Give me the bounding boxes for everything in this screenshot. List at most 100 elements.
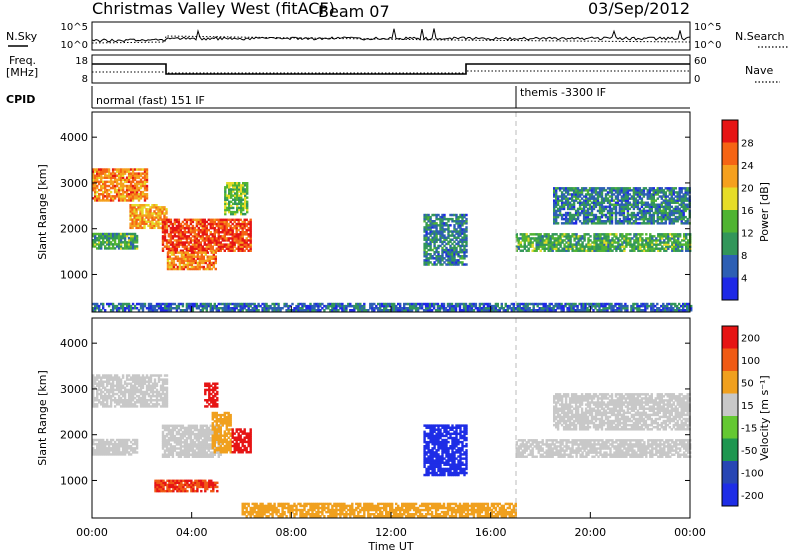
heatmap-cell xyxy=(133,232,137,236)
heatmap-cell xyxy=(619,233,622,236)
heatmap-cell xyxy=(577,247,580,250)
heatmap-cell xyxy=(642,193,646,196)
heatmap-cell xyxy=(670,193,673,196)
heatmap-cell xyxy=(572,199,576,202)
heatmap-cell xyxy=(672,307,675,310)
heatmap-cell xyxy=(547,235,550,238)
heatmap-cell xyxy=(98,243,101,246)
heatmap-cell xyxy=(564,189,568,192)
heatmap-cell xyxy=(461,232,464,235)
heatmap-cell xyxy=(393,307,396,310)
heatmap-cell xyxy=(221,228,224,232)
heatmap-cell xyxy=(271,309,274,312)
heatmap-cell xyxy=(172,257,176,260)
heatmap-cell xyxy=(139,214,142,217)
heatmap-cell xyxy=(143,226,146,230)
heatmap-cell xyxy=(102,180,105,184)
heatmap-cell xyxy=(546,304,549,308)
heatmap-cell xyxy=(551,241,554,244)
heatmap-cell xyxy=(201,228,204,232)
heatmap-cell xyxy=(566,213,570,217)
heatmap-cell xyxy=(183,309,187,312)
heatmap-cell xyxy=(439,215,442,219)
heatmap-cell xyxy=(339,304,342,308)
heatmap-cell xyxy=(102,168,105,171)
heatmap-cell xyxy=(595,243,598,246)
heatmap-cell xyxy=(686,189,689,192)
heatmap-cell xyxy=(564,302,567,306)
heatmap-cell xyxy=(111,168,115,171)
heatmap-cell xyxy=(123,394,127,398)
heatmap-cell xyxy=(455,230,458,233)
heatmap-cell xyxy=(557,249,560,252)
heatmap-cell xyxy=(660,191,663,194)
heatmap-cell xyxy=(465,217,468,221)
heatmap-cell xyxy=(239,245,242,248)
heatmap-cell xyxy=(173,239,177,242)
heatmap-cell xyxy=(189,226,193,230)
heatmap-cell xyxy=(131,174,135,177)
heatmap-cell xyxy=(123,234,127,238)
heatmap-cell xyxy=(194,255,198,258)
heatmap-cell xyxy=(623,247,626,250)
heatmap-cell xyxy=(638,193,642,196)
heatmap-cell xyxy=(129,382,133,385)
heatmap-cell xyxy=(131,403,135,406)
heatmap-cell xyxy=(549,247,552,250)
heatmap-cell xyxy=(131,178,135,182)
heatmap-cell xyxy=(664,307,667,310)
heatmap-cell xyxy=(197,304,200,308)
heatmap-cell xyxy=(92,380,95,383)
heatmap-cell xyxy=(96,304,99,308)
heatmap-cell xyxy=(197,228,200,232)
heatmap-cell xyxy=(626,203,630,206)
heatmap-cell xyxy=(608,304,611,308)
heatmap-cell xyxy=(186,261,190,265)
heatmap-cell xyxy=(611,243,614,246)
heatmap-cell xyxy=(129,241,133,244)
heatmap-cell xyxy=(636,211,640,215)
heatmap-cell xyxy=(584,217,588,221)
heatmap-cell xyxy=(131,386,135,390)
heatmap-cell xyxy=(445,246,448,250)
heatmap-cell xyxy=(460,309,464,312)
heatmap-cell xyxy=(123,247,127,250)
heatmap-cell xyxy=(547,247,550,250)
heatmap-cell xyxy=(643,247,646,250)
heatmap-cell xyxy=(215,228,218,232)
heatmap-cell xyxy=(465,238,468,241)
heatmap-cell xyxy=(461,228,464,231)
heatmap-cell xyxy=(678,207,681,211)
heatmap-cell xyxy=(580,187,584,190)
heatmap-cell xyxy=(560,309,563,312)
heatmap-cell xyxy=(423,250,426,254)
heatmap-cell xyxy=(129,168,133,171)
heatmap-cell xyxy=(175,304,179,308)
heatmap-cell xyxy=(684,207,687,211)
heatmap-cell xyxy=(157,304,161,308)
heatmap-cell xyxy=(285,309,288,312)
heatmap-cell xyxy=(141,405,145,408)
heatmap-cell xyxy=(173,307,177,310)
heatmap-cell xyxy=(590,189,594,192)
heatmap-cell xyxy=(463,228,466,231)
heatmap-cell xyxy=(440,307,444,310)
heatmap-cell xyxy=(184,255,188,258)
heatmap-cell xyxy=(195,302,199,306)
heatmap-cell xyxy=(504,309,507,312)
heatmap-cell xyxy=(642,201,646,204)
heatmap-cell xyxy=(145,178,149,182)
heatmap-cell xyxy=(109,394,113,398)
heatmap-cell xyxy=(137,216,140,219)
heatmap-cell xyxy=(515,245,518,248)
heatmap-cell xyxy=(109,176,113,179)
heatmap-cell xyxy=(127,394,131,398)
heatmap-cell xyxy=(161,237,165,240)
heatmap-cell xyxy=(213,243,216,246)
heatmap-cell xyxy=(117,170,121,173)
heatmap-cell xyxy=(92,378,95,381)
heatmap-cell xyxy=(641,243,644,246)
heatmap-cell xyxy=(653,247,656,250)
heatmap-cell xyxy=(445,222,448,225)
heatmap-cell xyxy=(674,207,677,211)
